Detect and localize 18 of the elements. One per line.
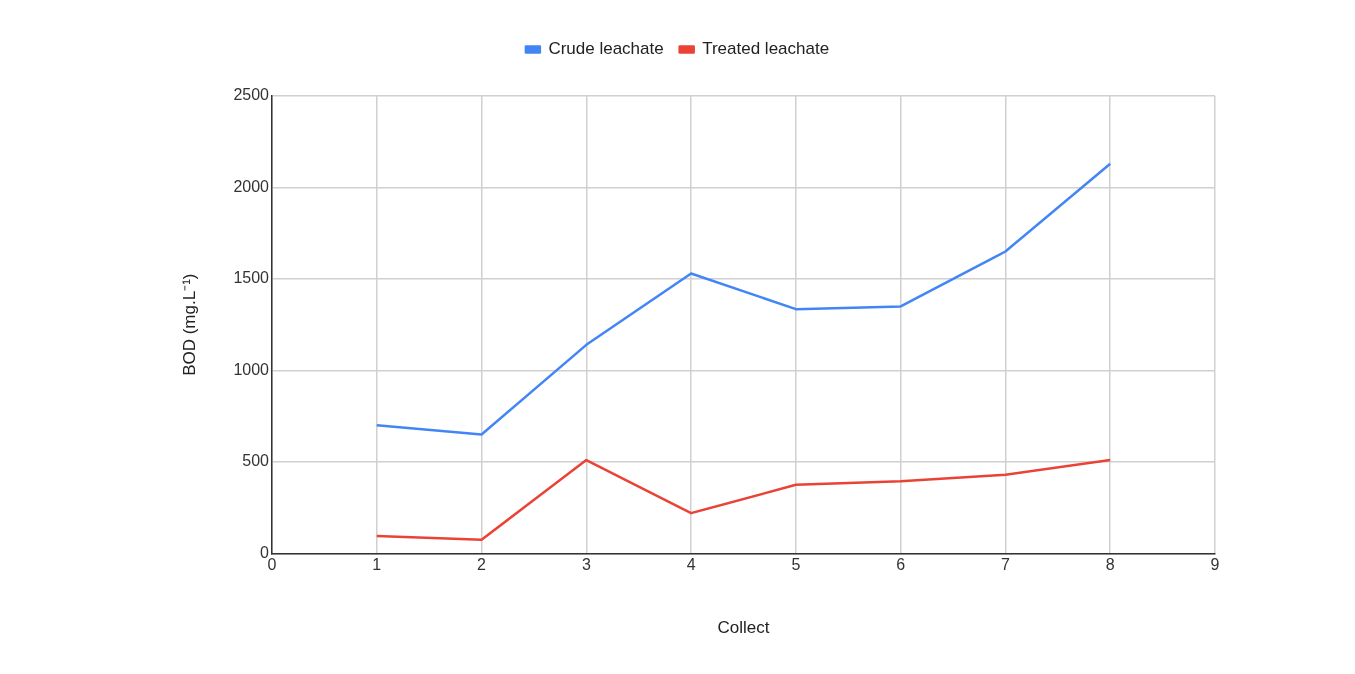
x-tick-label: 6	[896, 556, 906, 574]
x-tick-label: 9	[1210, 556, 1220, 574]
y-tick-label: 1000	[233, 360, 270, 378]
x-tick-label: 3	[581, 556, 591, 574]
legend-label: Treated leachate	[702, 39, 830, 59]
x-tick-label: 5	[791, 556, 801, 574]
x-tick-label: 8	[1105, 556, 1115, 574]
y-tick-label: 500	[242, 452, 270, 470]
y-axis-title: BOD (mg.L⁻¹)	[179, 273, 199, 376]
y-tick-label: 2000	[233, 177, 270, 195]
x-axis-title: Collect	[717, 618, 770, 638]
legend-label: Crude leachate	[548, 39, 664, 59]
y-tick-label: 1500	[233, 269, 270, 287]
x-tick-label: 7	[1000, 556, 1010, 574]
x-tick-label: 2	[477, 556, 487, 574]
y-tick-label: 2500	[233, 86, 270, 104]
x-tick-label: 1	[372, 556, 382, 574]
x-tick-label: 4	[686, 556, 696, 574]
